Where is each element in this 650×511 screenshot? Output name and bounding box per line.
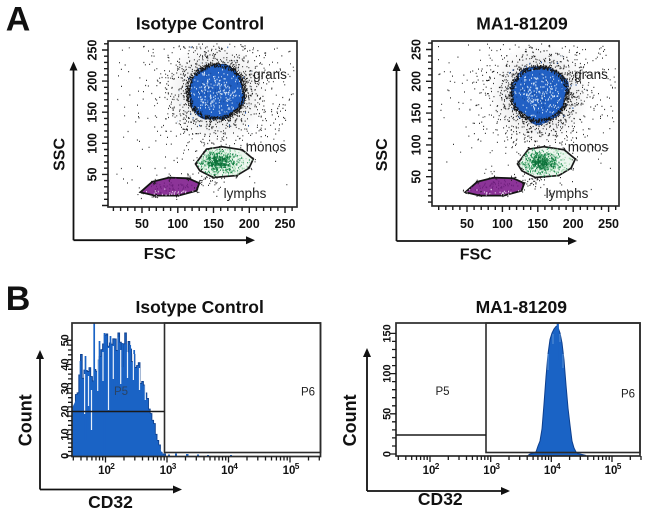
svg-text:10: 10 [283,465,296,477]
svg-text:Count: Count [15,394,35,446]
svg-text:50: 50 [382,408,394,420]
svg-text:10: 10 [605,465,618,477]
svg-text:100: 100 [382,364,394,382]
svg-text:250: 250 [410,39,424,60]
svg-text:250: 250 [275,217,296,231]
svg-text:100: 100 [86,133,100,154]
svg-text:3: 3 [172,461,177,471]
svg-text:A: A [6,1,31,39]
svg-text:20: 20 [59,405,71,417]
svg-text:SSC: SSC [374,138,391,171]
svg-text:150: 150 [86,102,100,123]
svg-text:Count: Count [340,394,360,446]
svg-text:4: 4 [556,461,561,471]
svg-text:50: 50 [410,170,424,184]
svg-text:Isotype Control: Isotype Control [136,297,264,317]
svg-text:grans: grans [574,67,608,82]
svg-text:250: 250 [86,40,100,61]
svg-text:5: 5 [617,461,622,471]
svg-text:5: 5 [295,461,300,471]
svg-text:lymphs: lymphs [224,186,267,201]
svg-text:monos: monos [568,140,609,155]
svg-text:SSC: SSC [51,138,68,171]
svg-text:10: 10 [160,465,173,477]
svg-text:P6: P6 [621,389,635,401]
svg-text:100: 100 [167,217,188,231]
svg-text:lymphs: lymphs [546,186,589,201]
svg-text:200: 200 [410,71,424,92]
svg-text:P6: P6 [301,387,315,399]
svg-text:200: 200 [563,217,584,231]
svg-text:150: 150 [410,103,424,124]
svg-text:monos: monos [246,140,287,155]
svg-text:10: 10 [221,465,234,477]
svg-text:100: 100 [410,134,424,155]
svg-text:30: 30 [59,382,71,394]
svg-text:50: 50 [86,167,100,181]
svg-text:10: 10 [423,465,436,477]
svg-text:10: 10 [544,465,557,477]
svg-text:grans: grans [253,67,287,82]
svg-text:MA1-81209: MA1-81209 [476,297,568,317]
svg-text:0: 0 [59,453,71,459]
svg-text:150: 150 [527,217,548,231]
svg-text:FSC: FSC [460,247,492,264]
svg-text:Isotype Control: Isotype Control [136,14,264,34]
svg-text:50: 50 [135,217,149,231]
svg-text:3: 3 [495,461,500,471]
svg-text:CD32: CD32 [418,489,463,509]
svg-text:2: 2 [110,461,115,471]
svg-text:0: 0 [382,451,394,457]
svg-text:P5: P5 [435,386,449,398]
svg-text:100: 100 [492,217,513,231]
svg-text:50: 50 [460,217,474,231]
svg-text:10: 10 [98,465,111,477]
svg-text:200: 200 [86,71,100,92]
svg-text:2: 2 [435,461,440,471]
svg-text:250: 250 [598,217,619,231]
svg-text:10: 10 [59,428,71,440]
svg-text:FSC: FSC [144,246,176,263]
svg-text:CD32: CD32 [88,492,133,511]
svg-text:B: B [6,280,31,318]
svg-text:40: 40 [59,358,71,370]
svg-text:150: 150 [203,217,224,231]
svg-text:10: 10 [483,465,496,477]
svg-text:4: 4 [233,461,238,471]
svg-text:150: 150 [382,324,394,342]
svg-text:P5: P5 [114,386,128,398]
svg-text:200: 200 [239,217,260,231]
svg-text:50: 50 [59,334,71,346]
svg-text:MA1-81209: MA1-81209 [476,14,568,34]
